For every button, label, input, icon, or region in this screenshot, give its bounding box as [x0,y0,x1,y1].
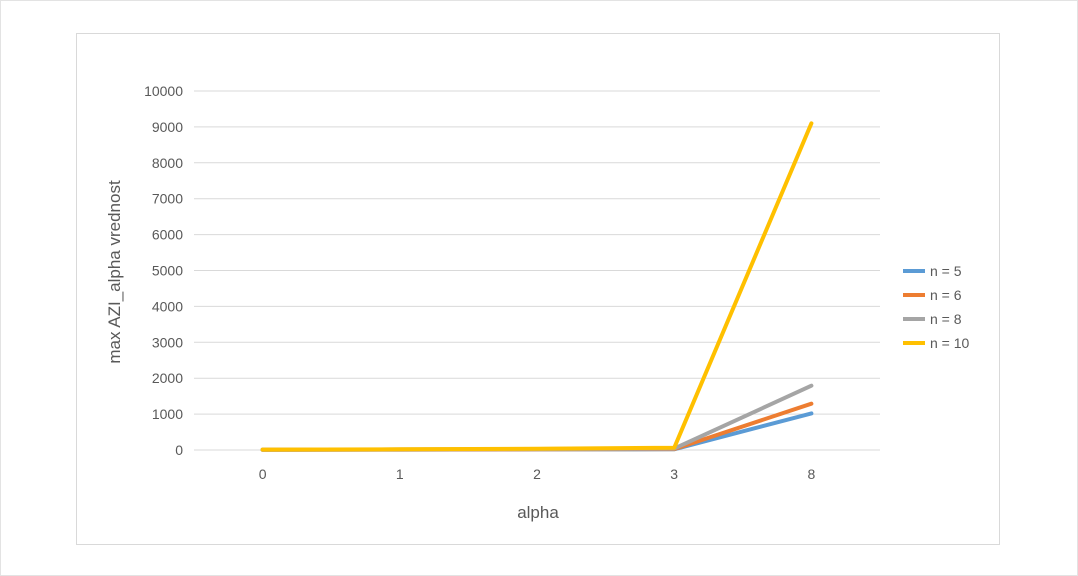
y-tick-label: 5000 [152,263,183,279]
x-tick-label: 8 [808,466,816,482]
y-tick-label: 9000 [152,119,183,135]
x-axis-title: alpha [517,503,559,522]
gridlines [194,90,880,451]
y-tick-label: 8000 [152,155,183,171]
chart-area [76,33,1000,545]
x-tick-label: 3 [670,466,678,482]
y-tick-label: 7000 [152,191,183,207]
legend-label: n = 10 [930,335,970,351]
y-axis-tick-labels: 0 1000 2000 3000 4000 5000 6000 7000 8000 9000 100… [144,83,183,458]
legend: n = 5 n = 6 n = 8 n = 10 [903,263,970,351]
legend-label: n = 5 [930,263,962,279]
x-tick-label: 2 [533,466,541,482]
x-tick-label: 0 [259,466,267,482]
x-axis-tick-labels: 0 1 2 3 8 [259,466,816,482]
y-tick-label: 10000 [144,83,183,99]
y-tick-label: 3000 [152,334,183,350]
x-tick-label: 1 [396,466,404,482]
y-tick-label: 6000 [152,227,183,243]
legend-label: n = 6 [930,287,962,303]
y-tick-label: 2000 [152,370,183,386]
y-axis-title: max AZI_alpha vrednost [105,180,124,364]
y-tick-label: 0 [175,442,183,458]
y-tick-label: 4000 [152,298,183,314]
series-line [260,121,814,452]
y-tick-label: 1000 [152,406,183,422]
series-line [260,383,814,452]
series-line [260,401,814,452]
series-lines [260,121,814,452]
legend-label: n = 8 [930,311,962,327]
